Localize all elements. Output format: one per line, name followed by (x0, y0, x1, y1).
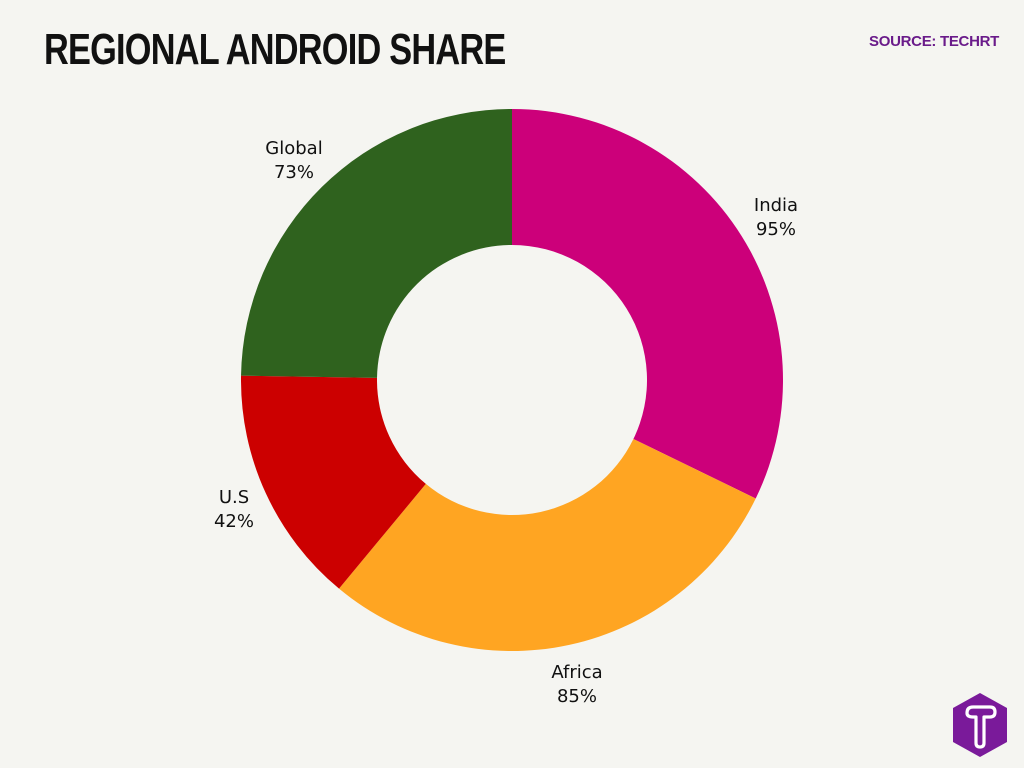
techrt-logo-icon (953, 693, 1007, 757)
source-label: SOURCE: TECHRT (869, 33, 999, 50)
slice-us (240, 375, 426, 589)
slice-india (512, 109, 783, 499)
slice-label-global: Global 73% (265, 138, 322, 183)
chart-title: REGIONAL ANDROID SHARE (44, 25, 506, 74)
slice-label-us: U.S 42% (214, 487, 254, 532)
slice-africa (339, 439, 756, 651)
slice-global (241, 109, 512, 378)
donut-slices (240, 109, 783, 651)
slice-label-africa: Africa 85% (551, 662, 602, 707)
slice-label-india: India 95% (754, 195, 798, 240)
slice-labels: India 95% Africa 85% U.S 42% Global 73% (214, 138, 798, 707)
